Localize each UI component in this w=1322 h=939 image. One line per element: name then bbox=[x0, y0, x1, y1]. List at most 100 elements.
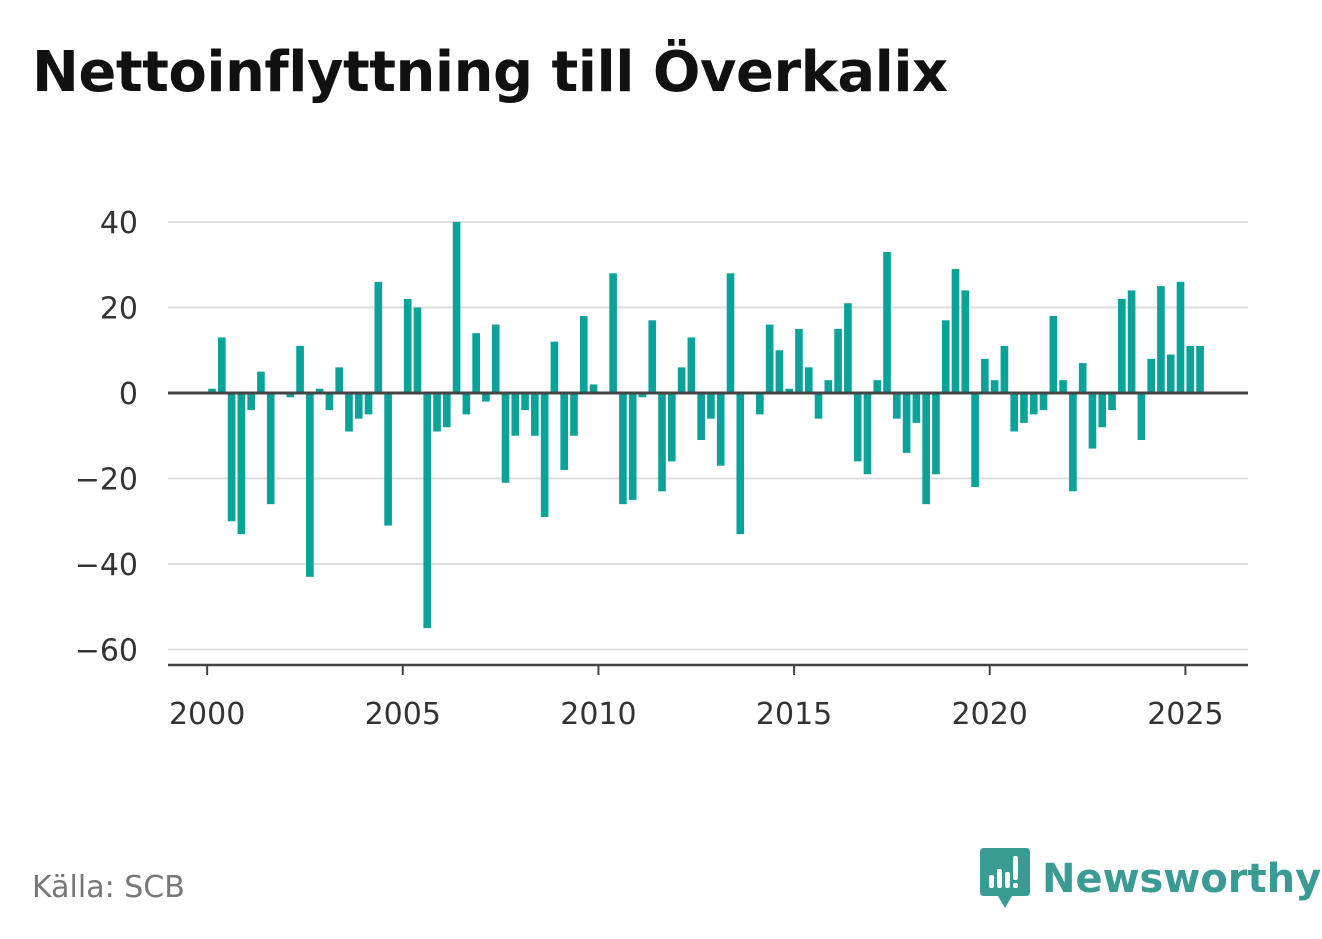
bar bbox=[208, 388, 216, 393]
bar bbox=[804, 367, 813, 393]
bar bbox=[1078, 363, 1087, 393]
bar bbox=[785, 388, 794, 393]
x-axis-labels: 2000 2005 2010 2015 2020 2025 bbox=[169, 697, 1224, 732]
bar bbox=[257, 371, 265, 394]
bar bbox=[1000, 345, 1009, 393]
bar bbox=[560, 393, 569, 470]
bar bbox=[971, 393, 979, 488]
bar bbox=[442, 393, 451, 428]
bar bbox=[863, 393, 872, 475]
bar bbox=[1049, 316, 1058, 393]
y-axis-labels: 40 20 0 −20 −40 −60 bbox=[75, 206, 138, 669]
bar bbox=[961, 290, 970, 393]
bar bbox=[765, 324, 774, 393]
bar bbox=[1176, 281, 1185, 393]
x-tick-label: 2020 bbox=[952, 697, 1028, 732]
bar bbox=[677, 367, 686, 393]
bar bbox=[217, 337, 226, 393]
bar bbox=[1157, 286, 1165, 394]
bar bbox=[619, 393, 627, 505]
bar bbox=[628, 393, 637, 500]
bar bbox=[315, 388, 324, 393]
bar bbox=[814, 393, 823, 419]
bar bbox=[775, 350, 784, 393]
bar bbox=[296, 345, 304, 393]
bar bbox=[306, 393, 314, 577]
bars bbox=[208, 222, 1204, 629]
bar bbox=[941, 320, 950, 393]
source-note: Källa: SCB bbox=[32, 870, 185, 905]
bar bbox=[834, 328, 842, 394]
bar bbox=[951, 269, 960, 393]
bar bbox=[501, 393, 510, 483]
bar bbox=[540, 393, 549, 517]
bar bbox=[795, 328, 803, 394]
bar bbox=[266, 393, 275, 505]
bar bbox=[1117, 298, 1126, 393]
x-tick-label: 2005 bbox=[365, 697, 441, 732]
bar bbox=[638, 393, 647, 398]
brand-name: Newsworthy bbox=[1042, 856, 1322, 902]
bar bbox=[658, 393, 666, 492]
bar bbox=[1196, 345, 1204, 393]
bar bbox=[922, 393, 930, 505]
bar bbox=[345, 393, 353, 432]
bar bbox=[1137, 393, 1146, 441]
bar bbox=[452, 222, 461, 393]
bar bbox=[990, 380, 999, 393]
y-tick-label: −60 bbox=[75, 634, 138, 669]
bar bbox=[1108, 393, 1116, 411]
x-tick-label: 2015 bbox=[756, 697, 832, 732]
bar bbox=[697, 393, 705, 441]
bar bbox=[1020, 393, 1028, 423]
bar bbox=[1029, 393, 1038, 415]
bar bbox=[648, 320, 657, 393]
bar bbox=[364, 393, 373, 415]
bar bbox=[521, 393, 529, 411]
bar bbox=[883, 251, 891, 393]
bar bbox=[609, 273, 617, 393]
bar bbox=[579, 316, 588, 393]
bar bbox=[462, 393, 471, 415]
bar bbox=[873, 380, 882, 393]
y-tick-label: −40 bbox=[75, 548, 138, 583]
bar bbox=[335, 367, 344, 393]
bar bbox=[413, 307, 422, 393]
brand-logo: Newsworthy bbox=[980, 848, 1321, 910]
bar bbox=[1147, 358, 1155, 393]
bar bbox=[227, 393, 236, 522]
bar bbox=[511, 393, 520, 436]
bar bbox=[1098, 393, 1107, 428]
bar bbox=[707, 393, 715, 419]
bar bbox=[687, 337, 696, 393]
bar bbox=[844, 303, 852, 393]
y-tick-label: −20 bbox=[75, 463, 138, 498]
bar bbox=[824, 380, 833, 393]
y-tick-label: 20 bbox=[100, 292, 138, 327]
bar bbox=[667, 393, 676, 462]
bar bbox=[981, 358, 989, 393]
chart-title: Nettoinflyttning till Överkalix bbox=[32, 40, 948, 105]
bar bbox=[433, 393, 441, 432]
bar bbox=[237, 393, 246, 535]
x-tick-label: 2025 bbox=[1147, 697, 1223, 732]
bar bbox=[756, 393, 764, 415]
y-tick-label: 0 bbox=[119, 377, 138, 412]
bar bbox=[1166, 354, 1175, 393]
bar bbox=[1059, 380, 1067, 393]
bar bbox=[1186, 345, 1195, 393]
bar bbox=[472, 333, 480, 393]
bar bbox=[325, 393, 334, 411]
bar bbox=[1127, 290, 1136, 393]
y-tick-label: 40 bbox=[100, 206, 138, 241]
bar bbox=[902, 393, 911, 453]
bar bbox=[570, 393, 578, 436]
bar bbox=[247, 393, 255, 411]
bar bbox=[932, 393, 940, 475]
bar bbox=[1039, 393, 1048, 411]
bar bbox=[1010, 393, 1019, 432]
bar bbox=[374, 281, 383, 393]
bar bbox=[853, 393, 862, 462]
bar bbox=[286, 393, 295, 398]
